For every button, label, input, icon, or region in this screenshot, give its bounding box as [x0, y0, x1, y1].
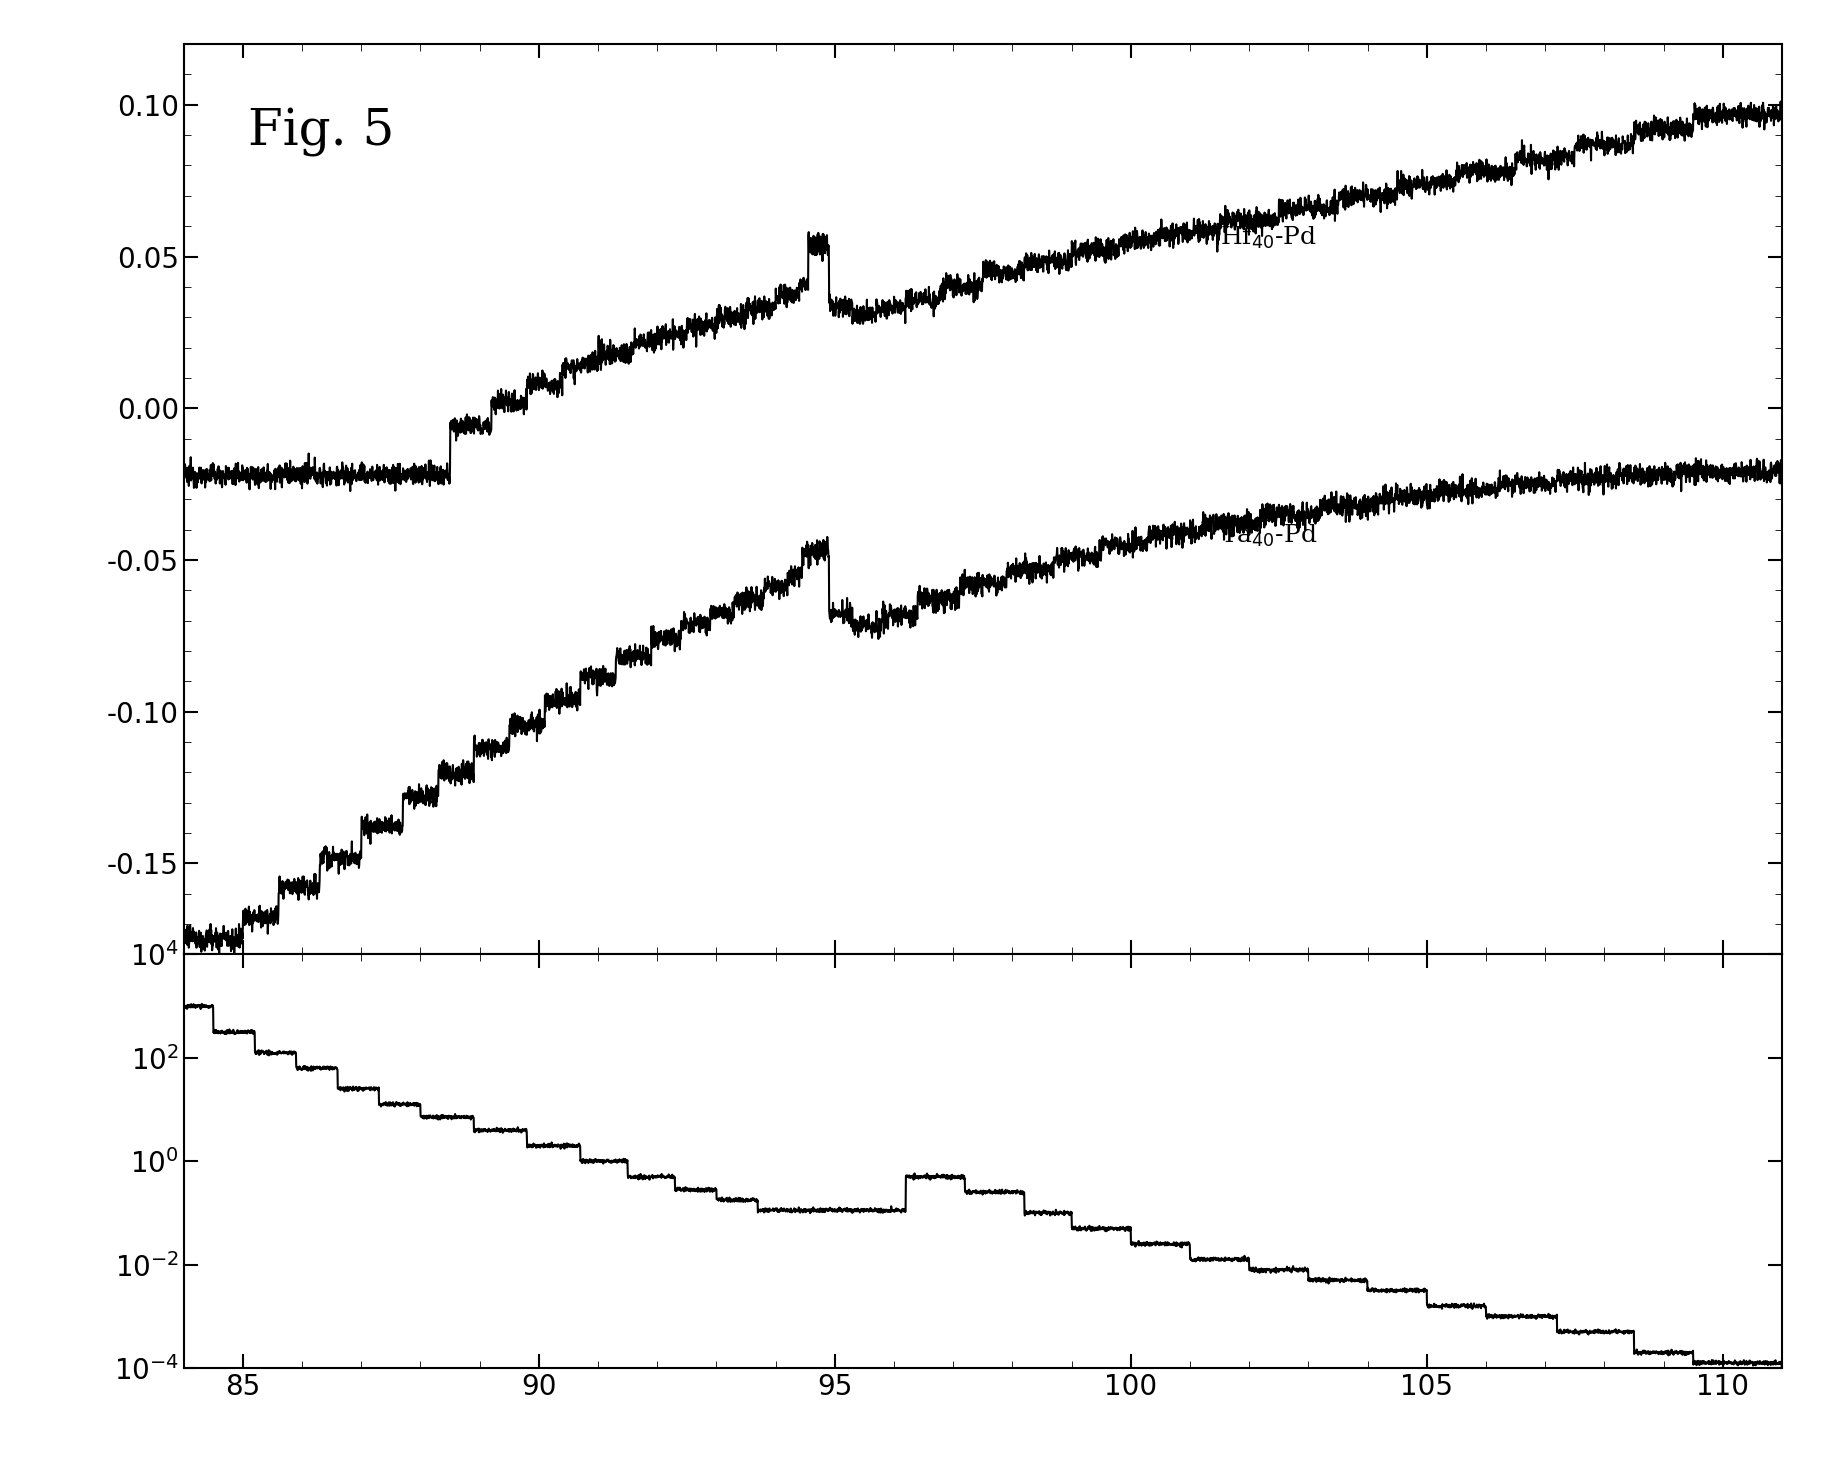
Text: Ta$_{40}$-Pd: Ta$_{40}$-Pd — [1220, 522, 1317, 549]
Text: Hf$_{40}$-Pd: Hf$_{40}$-Pd — [1220, 225, 1317, 252]
Text: Fig. 5: Fig. 5 — [248, 107, 393, 157]
